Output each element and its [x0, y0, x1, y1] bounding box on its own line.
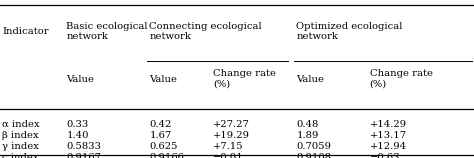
Text: −0.63: −0.63 — [370, 153, 400, 158]
Text: 0.33: 0.33 — [66, 120, 89, 128]
Text: Value: Value — [296, 75, 324, 83]
Text: 0.9166: 0.9166 — [149, 153, 184, 158]
Text: 0.7059: 0.7059 — [296, 142, 331, 151]
Text: 1.67: 1.67 — [149, 131, 172, 140]
Text: c index: c index — [2, 153, 39, 158]
Text: +7.15: +7.15 — [213, 142, 244, 151]
Text: 1.89: 1.89 — [296, 131, 319, 140]
Text: +19.29: +19.29 — [213, 131, 250, 140]
Text: β index: β index — [2, 131, 39, 140]
Text: 0.9108: 0.9108 — [296, 153, 331, 158]
Text: 0.9167: 0.9167 — [66, 153, 101, 158]
Text: +12.94: +12.94 — [370, 142, 407, 151]
Text: Value: Value — [66, 75, 94, 83]
Text: 1.40: 1.40 — [66, 131, 89, 140]
Text: Change rate
(%): Change rate (%) — [213, 69, 276, 89]
Text: +13.17: +13.17 — [370, 131, 407, 140]
Text: Value: Value — [149, 75, 177, 83]
Text: α index: α index — [2, 120, 40, 128]
Text: 0.625: 0.625 — [149, 142, 178, 151]
Text: −0.01: −0.01 — [213, 153, 244, 158]
Text: +27.27: +27.27 — [213, 120, 250, 128]
Text: Indicator: Indicator — [2, 27, 49, 36]
Text: 0.5833: 0.5833 — [66, 142, 101, 151]
Text: Connecting ecological
network: Connecting ecological network — [149, 22, 262, 41]
Text: Optimized ecological
network: Optimized ecological network — [296, 22, 402, 41]
Text: Basic ecological
network: Basic ecological network — [66, 22, 148, 41]
Text: γ index: γ index — [2, 142, 39, 151]
Text: 0.48: 0.48 — [296, 120, 319, 128]
Text: 0.42: 0.42 — [149, 120, 172, 128]
Text: +14.29: +14.29 — [370, 120, 407, 128]
Text: Change rate
(%): Change rate (%) — [370, 69, 433, 89]
